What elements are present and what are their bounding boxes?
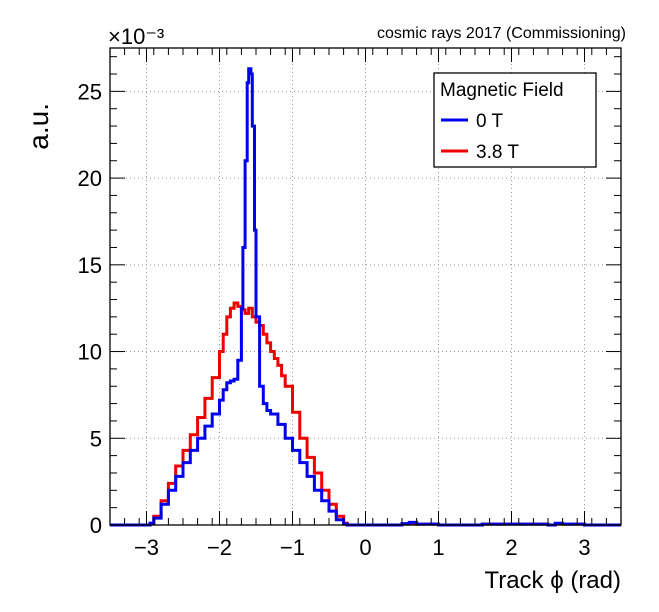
y-tick-label: 15 xyxy=(78,253,102,278)
legend-title: Magnetic Field xyxy=(440,80,564,101)
ticks: −3 −2 −1 0 1 2 3 0 5 10 15 20 25 xyxy=(78,48,622,560)
x-tick-label: −1 xyxy=(280,535,305,560)
x-axis-label: Track ϕ (rad) xyxy=(484,567,621,594)
y-axis-label: a.u. xyxy=(23,103,54,150)
x-tick-label: 0 xyxy=(359,535,371,560)
chart-title: cosmic rays 2017 (Commissioning) xyxy=(377,25,626,42)
y-tick-label: 5 xyxy=(90,426,102,451)
series-line-0t xyxy=(110,67,621,527)
x-tick-label: −2 xyxy=(207,535,232,560)
legend-label-38t: 3.8 T xyxy=(476,142,519,163)
x-tick-label: 2 xyxy=(505,535,517,560)
y-tick-label: 20 xyxy=(78,166,102,191)
legend-label-0t: 0 T xyxy=(476,111,504,132)
y-multiplier: ×10⁻³ xyxy=(108,24,164,49)
series-group xyxy=(110,67,621,527)
y-tick-label: 10 xyxy=(78,340,102,365)
legend: Magnetic Field 0 T 3.8 T xyxy=(433,72,597,168)
x-tick-label: −3 xyxy=(134,535,159,560)
y-tick-label: 25 xyxy=(78,79,102,104)
y-tick-label: 0 xyxy=(90,513,102,538)
x-tick-label: 1 xyxy=(432,535,444,560)
x-tick-label: 3 xyxy=(578,535,590,560)
